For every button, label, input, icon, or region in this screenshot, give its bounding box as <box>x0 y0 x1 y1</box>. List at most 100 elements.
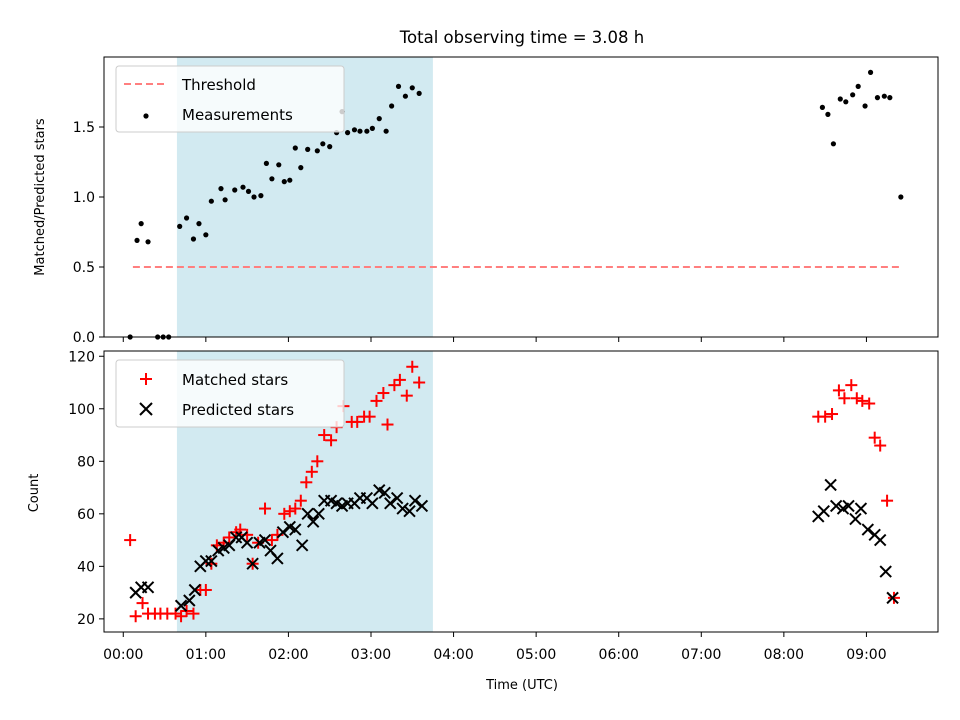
matched-star-point <box>400 389 413 402</box>
measurement-point <box>837 96 843 102</box>
count-x-tick-label: 09:00 <box>846 647 886 663</box>
matched-star-point <box>856 394 869 407</box>
matched-star-point <box>169 607 182 620</box>
predicted-star-point <box>879 565 892 578</box>
matched-star-point <box>129 610 142 623</box>
measurement-point <box>145 239 151 245</box>
count-x-tick-label: 00:00 <box>103 647 143 663</box>
count-panel: 20 40 60 80 100 120 00:00 01:00 02:00 03:00 04:00… <box>27 349 939 693</box>
ratio-y-axis-ticks: 0.0 0.5 1.0 1.5 <box>73 120 104 346</box>
matched-star-point <box>124 534 137 547</box>
measurement-point <box>298 165 304 171</box>
count-panel-frame <box>103 350 939 633</box>
predicted-stars-series <box>129 478 899 612</box>
ratio-y-tick-label: 0.0 <box>73 330 95 346</box>
predicted-star-point <box>829 499 843 513</box>
measurement-point <box>292 145 298 151</box>
count-x-axis-ticks: 00:00 01:00 02:00 03:00 04:00 05:00 06:00 07:00… <box>103 632 887 663</box>
measurement-point <box>327 144 333 150</box>
measurement-point <box>183 215 190 221</box>
predicted-star-point <box>240 536 254 549</box>
predicted-star-point <box>408 494 422 507</box>
ratio-y-tick-label: 0.5 <box>73 260 95 276</box>
measurement-point <box>867 69 874 75</box>
predicted-star-point <box>205 554 218 568</box>
predicted-star-point <box>174 599 188 612</box>
predicted-star-point <box>886 591 899 605</box>
measurement-point <box>177 223 183 229</box>
count-y-tick-label: 20 <box>77 612 95 628</box>
predicted-star-point <box>396 502 409 515</box>
matched-star-point <box>175 610 188 623</box>
matched-star-point <box>278 507 291 520</box>
predicted-star-point <box>384 497 397 510</box>
measurement-point <box>281 179 287 185</box>
measurement-point <box>269 176 275 182</box>
count-x-tick-label: 05:00 <box>516 647 556 663</box>
matched-star-point <box>377 387 390 400</box>
measurement-point <box>263 160 269 166</box>
legend-measurements-label: Measurements <box>182 106 293 124</box>
matched-star-point <box>845 379 858 392</box>
predicted-star-point <box>271 552 284 565</box>
predicted-star-point <box>312 507 325 521</box>
predicted-star-point <box>817 504 830 518</box>
predicted-star-point <box>306 515 320 528</box>
measurement-point <box>245 188 252 194</box>
predicted-star-point <box>258 533 272 547</box>
measurement-point <box>258 193 264 199</box>
measurement-point <box>218 186 224 192</box>
legend-matched-label: Matched stars <box>182 371 288 389</box>
legend-predicted-label: Predicted stars <box>182 401 294 419</box>
measurement-point <box>138 221 144 227</box>
measurement-point <box>208 198 214 204</box>
measurement-point <box>843 99 849 105</box>
matched-star-point <box>363 410 376 423</box>
measurement-point <box>222 197 228 203</box>
matched-star-point <box>413 376 426 389</box>
measurement-point <box>416 90 422 96</box>
matched-star-point <box>406 360 419 373</box>
count-legend: Matched stars Predicted stars <box>115 359 345 428</box>
matched-star-point <box>311 455 324 468</box>
measurement-point <box>855 83 861 89</box>
measurement-point <box>232 187 238 193</box>
legend-predicted-swatch <box>139 402 153 416</box>
measurement-point <box>389 103 395 109</box>
count-y-axis-label: Count <box>27 474 42 513</box>
predicted-star-point <box>861 523 875 536</box>
matched-star-point <box>370 394 383 407</box>
predicted-star-point <box>854 502 868 515</box>
measurement-point <box>287 177 293 183</box>
measurement-point <box>190 236 197 242</box>
count-x-tick-label: 03:00 <box>351 647 391 663</box>
count-x-tick-label: 07:00 <box>681 647 721 663</box>
count-y-tick-label: 80 <box>77 454 95 470</box>
matched-star-point <box>300 476 313 489</box>
measurement-point <box>357 128 363 134</box>
predicted-star-point <box>246 557 259 570</box>
ratio-y-tick-label: 1.0 <box>73 190 95 206</box>
matched-star-point <box>838 392 851 405</box>
predicted-star-point <box>824 478 837 492</box>
matched-star-point <box>305 465 318 478</box>
legend-matched-swatch <box>140 373 152 385</box>
count-y-tick-label: 100 <box>68 402 95 418</box>
measurement-point <box>344 130 351 136</box>
matched-star-point <box>289 502 302 515</box>
count-x-tick-label: 01:00 <box>186 647 226 663</box>
ratio-panel: 0.0 0.5 1.0 1.5 Matched/Predicted stars Thr… <box>33 56 939 346</box>
matched-star-point <box>393 373 406 386</box>
legend-threshold-label: Threshold <box>181 76 256 94</box>
matched-star-point <box>881 494 894 507</box>
matched-star-point <box>187 607 200 620</box>
matched-star-point <box>223 531 236 544</box>
count-x-tick-label: 04:00 <box>433 647 473 663</box>
x-axis-label: Time (UTC) <box>485 678 558 693</box>
predicted-star-point <box>183 594 196 607</box>
matched-star-point <box>832 384 845 397</box>
predicted-star-point <box>378 486 391 500</box>
matched-star-point <box>294 494 307 507</box>
matched-star-point <box>874 439 887 452</box>
